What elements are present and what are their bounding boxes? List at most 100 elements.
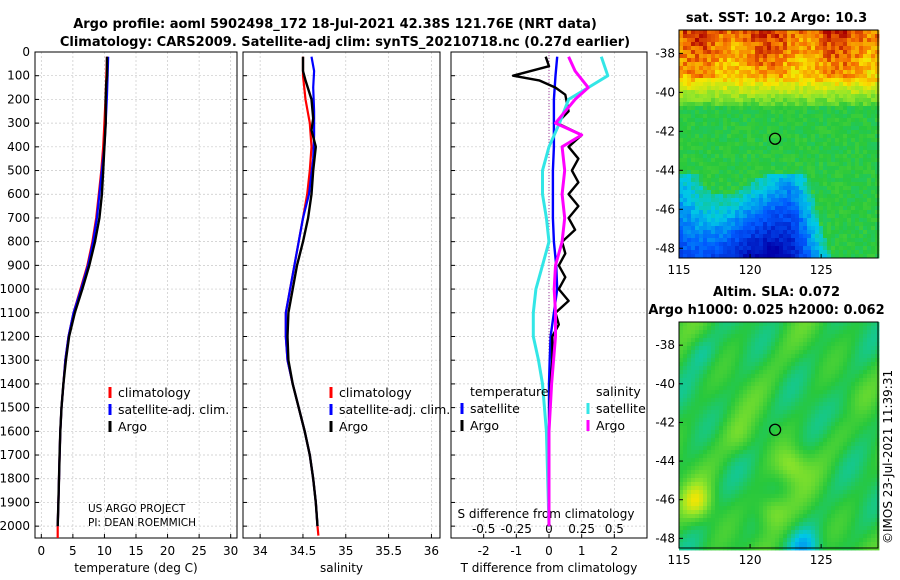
heatmap-cell (803, 406, 808, 411)
heatmap-cell (703, 430, 708, 435)
heatmap-cell (727, 210, 732, 215)
heatmap-cell (747, 346, 752, 351)
heatmap-cell (835, 46, 840, 51)
heatmap-cell (787, 334, 792, 339)
heatmap-cell (875, 174, 880, 179)
heatmap-cell (731, 190, 736, 195)
heatmap-cell (815, 198, 820, 203)
heatmap-cell (795, 186, 800, 191)
heatmap-cell (827, 170, 832, 175)
heatmap-cell (751, 182, 756, 187)
heatmap-cell (847, 466, 852, 471)
heatmap-cell (727, 118, 732, 123)
heatmap-cell (827, 54, 832, 59)
heatmap-cell (699, 390, 704, 395)
heatmap-cell (779, 162, 784, 167)
heatmap-cell (863, 102, 868, 107)
heatmap-cell (759, 386, 764, 391)
heatmap-cell (855, 166, 860, 171)
heatmap-cell (843, 194, 848, 199)
heatmap-cell (795, 58, 800, 63)
heatmap-cell (787, 122, 792, 127)
heatmap-cell (771, 254, 776, 259)
heatmap-cell (791, 426, 796, 431)
heatmap-cell (811, 110, 816, 115)
heatmap-cell (843, 34, 848, 39)
heatmap-cell (787, 142, 792, 147)
heatmap-cell (779, 462, 784, 467)
heatmap-cell (847, 134, 852, 139)
heatmap-cell (855, 374, 860, 379)
heatmap-cell (739, 362, 744, 367)
heatmap-cell (843, 182, 848, 187)
heatmap-cell (691, 390, 696, 395)
heatmap-cell (855, 174, 860, 179)
figure-title-line2: Climatology: CARS2009. Satellite-adj cli… (60, 35, 630, 50)
heatmap-cell (751, 202, 756, 207)
heatmap-cell (751, 434, 756, 439)
heatmap-cell (871, 66, 876, 71)
heatmap-cell (763, 458, 768, 463)
heatmap-cell (815, 394, 820, 399)
heatmap-cell (687, 154, 692, 159)
heatmap-cell (747, 418, 752, 423)
heatmap-cell (815, 86, 820, 91)
heatmap-cell (707, 78, 712, 83)
heatmap-cell (807, 454, 812, 459)
heatmap-cell (743, 458, 748, 463)
heatmap-cell (747, 174, 752, 179)
heatmap-cell (835, 90, 840, 95)
heatmap-cell (711, 462, 716, 467)
heatmap-cell (735, 398, 740, 403)
heatmap-cell (787, 234, 792, 239)
heatmap-cell (803, 98, 808, 103)
heatmap-cell (711, 62, 716, 67)
heatmap-cell (791, 342, 796, 347)
heatmap-cell (775, 402, 780, 407)
heatmap-cell (839, 146, 844, 151)
heatmap-cell (747, 322, 752, 327)
heatmap-cell (711, 78, 716, 83)
heatmap-cell (799, 38, 804, 43)
heatmap-cell (695, 250, 700, 255)
heatmap-cell (747, 54, 752, 59)
heatmap-cell (803, 38, 808, 43)
heatmap-cell (863, 330, 868, 335)
x-axis-label: T difference from climatology (460, 561, 638, 575)
heatmap-cell (867, 418, 872, 423)
heatmap-cell (871, 422, 876, 427)
heatmap-cell (727, 134, 732, 139)
heatmap-cell (747, 34, 752, 39)
heatmap-cell (735, 238, 740, 243)
heatmap-cell (871, 130, 876, 135)
heatmap-cell (807, 466, 812, 471)
heatmap-cell (679, 230, 684, 235)
heatmap-cell (739, 198, 744, 203)
heatmap-cell (747, 130, 752, 135)
heatmap-cell (843, 46, 848, 51)
heatmap-cell (739, 110, 744, 115)
heatmap-cell (743, 342, 748, 347)
heatmap-cell (875, 246, 880, 251)
heatmap-cell (847, 390, 852, 395)
heatmap-cell (683, 442, 688, 447)
heatmap-cell (875, 230, 880, 235)
heatmap-cell (795, 238, 800, 243)
heatmap-cell (815, 66, 820, 71)
heatmap-cell (763, 182, 768, 187)
heatmap-cell (691, 250, 696, 255)
heatmap-cell (867, 74, 872, 79)
heatmap-cell (731, 126, 736, 131)
heatmap-cell (863, 226, 868, 231)
heatmap-cell (731, 358, 736, 363)
heatmap-cell (731, 154, 736, 159)
heatmap-cell (783, 330, 788, 335)
heatmap-cell (767, 158, 772, 163)
heatmap-cell (719, 142, 724, 147)
heatmap-cell (815, 118, 820, 123)
heatmap-cell (719, 86, 724, 91)
heatmap-cell (835, 414, 840, 419)
heatmap-cell (719, 182, 724, 187)
heatmap-cell (855, 234, 860, 239)
heatmap-cell (715, 362, 720, 367)
